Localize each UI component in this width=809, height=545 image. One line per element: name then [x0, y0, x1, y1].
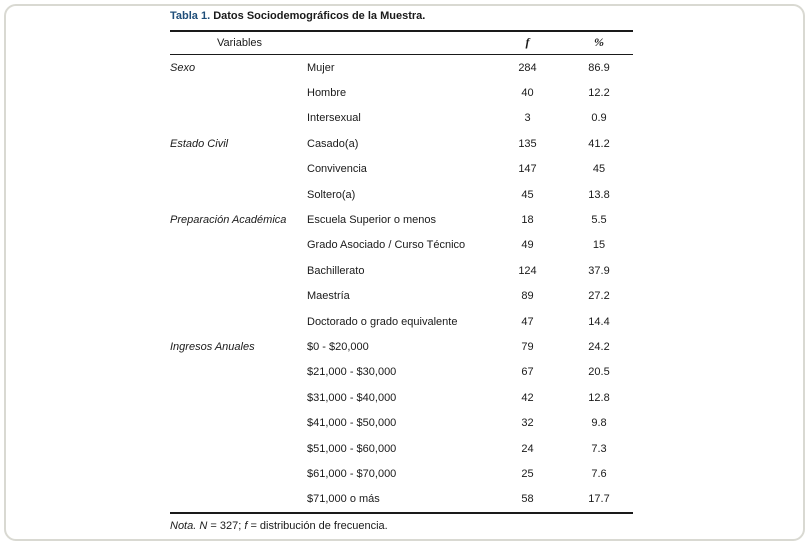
cell-percent: 12.8 [588, 391, 610, 404]
note-italic-segment: f [244, 519, 248, 532]
table-header-rule [170, 53, 633, 55]
note-text-segment: = 327; [207, 519, 245, 532]
note-italic-segment: N [199, 519, 208, 532]
table-container: Tabla 1. Datos Sociodemográficos de la M… [170, 8, 633, 534]
cell-frequency: 32 [521, 417, 534, 430]
cell-category-label: $71,000 o más [307, 493, 380, 506]
cell-category-label: Grado Asociado / Curso Técnico [307, 239, 466, 252]
table-row: Ingresos Anuales $0 - $20,000 79 24.2 [170, 334, 633, 359]
table-row: $61,000 - $70,000 25 7.6 [170, 461, 633, 486]
cell-percent: 14.4 [588, 315, 610, 328]
table-row: Doctorado o grado equivalente 47 14.4 [170, 309, 633, 334]
cell-percent: 13.8 [588, 188, 610, 201]
cell-frequency: 89 [521, 290, 534, 303]
table-title-text: Datos Sociodemográficos de la Muestra. [210, 10, 426, 22]
cell-category-label: $51,000 - $60,000 [307, 442, 397, 455]
column-header-variables: Variables [217, 36, 263, 49]
cell-percent: 12.2 [588, 87, 610, 100]
table-top-rule [170, 30, 633, 32]
cell-frequency: 40 [521, 87, 534, 100]
document-page-border [4, 4, 805, 541]
cell-category-label: Bachillerato [307, 264, 365, 277]
cell-category-label: Convivencia [307, 163, 367, 176]
cell-category-label: $21,000 - $30,000 [307, 366, 397, 379]
cell-category-label: Soltero(a) [307, 188, 356, 201]
cell-category-label: Doctorado o grado equivalente [307, 315, 458, 328]
cell-percent: 0.9 [591, 112, 607, 125]
table-row: Intersexual 3 0.9 [170, 106, 633, 131]
table-note: Nota. N = 327; f = distribución de frecu… [170, 518, 633, 534]
cell-category-label: $61,000 - $70,000 [307, 467, 397, 480]
cell-frequency: 25 [521, 467, 534, 480]
cell-variable-group: Ingresos Anuales [170, 340, 255, 353]
table-row: $71,000 o más 58 17.7 [170, 487, 633, 512]
cell-percent: 86.9 [588, 61, 610, 74]
cell-variable-group: Estado Civil [170, 137, 229, 150]
cell-frequency: 124 [518, 264, 537, 277]
cell-category-label: Mujer [307, 61, 335, 74]
cell-percent: 5.5 [591, 214, 607, 227]
cell-frequency: 67 [521, 366, 534, 379]
table-title: Tabla 1. Datos Sociodemográficos de la M… [170, 8, 633, 24]
cell-percent: 9.8 [591, 417, 607, 430]
table-row: Sexo Mujer 284 86.9 [170, 55, 633, 80]
table-row: Convivencia 147 45 [170, 157, 633, 182]
table-row: $41,000 - $50,000 32 9.8 [170, 410, 633, 435]
cell-frequency: 147 [518, 163, 537, 176]
cell-category-label: Intersexual [307, 112, 361, 125]
cell-variable-group: Preparación Académica [170, 214, 287, 227]
table-row: Estado Civil Casado(a) 135 41.2 [170, 131, 633, 156]
table-row: $21,000 - $30,000 67 20.5 [170, 360, 633, 385]
cell-frequency: 47 [521, 315, 534, 328]
table-row: Bachillerato 124 37.9 [170, 258, 633, 283]
table-row: Grado Asociado / Curso Técnico 49 15 [170, 233, 633, 258]
cell-percent: 37.9 [588, 264, 610, 277]
table-body: Sexo Mujer 284 86.9 Hombre 40 12.2 Intersexual 3… [170, 55, 633, 512]
cell-percent: 15 [592, 239, 606, 252]
cell-variable-group: Sexo [170, 61, 196, 74]
cell-percent: 27.2 [588, 290, 610, 303]
table-row: Hombre 40 12.2 [170, 80, 633, 105]
table-row: $51,000 - $60,000 24 7.3 [170, 436, 633, 461]
cell-category-label: Hombre [307, 87, 347, 100]
table-row: Preparación Académica Escuela Superior o … [170, 207, 633, 232]
cell-frequency: 3 [524, 112, 531, 125]
column-header-percent: % [594, 35, 604, 49]
cell-frequency: 284 [518, 61, 537, 74]
cell-category-label: Escuela Superior o menos [307, 214, 437, 227]
cell-frequency: 42 [521, 391, 534, 404]
cell-percent: 20.5 [588, 366, 610, 379]
cell-category-label: Maestría [307, 290, 350, 303]
note-text-segment: = distribución de frecuencia. [247, 519, 388, 532]
table-bottom-rule [170, 512, 633, 514]
cell-percent: 7.3 [591, 442, 607, 455]
cell-frequency: 79 [521, 340, 534, 353]
table-row: Soltero(a) 45 13.8 [170, 182, 633, 207]
note-italic-segment: Nota. [170, 519, 197, 532]
cell-frequency: 18 [521, 214, 534, 227]
cell-percent: 24.2 [588, 340, 610, 353]
column-header-f: f [525, 35, 530, 49]
cell-percent: 41.2 [588, 137, 610, 150]
cell-category-label: $0 - $20,000 [307, 340, 369, 353]
cell-frequency: 49 [521, 239, 534, 252]
cell-frequency: 135 [518, 137, 537, 150]
cell-percent: 45 [592, 163, 606, 176]
cell-percent: 7.6 [591, 467, 607, 480]
cell-frequency: 45 [521, 188, 534, 201]
table-header-row: Variables f % [170, 32, 633, 54]
cell-category-label: $41,000 - $50,000 [307, 417, 397, 430]
cell-frequency: 58 [521, 493, 534, 506]
cell-frequency: 24 [521, 442, 534, 455]
cell-category-label: Casado(a) [307, 137, 359, 150]
cell-percent: 17.7 [588, 493, 610, 506]
table-row: $31,000 - $40,000 42 12.8 [170, 385, 633, 410]
table-title-number: Tabla 1. [170, 10, 211, 22]
table-row: Maestría 89 27.2 [170, 284, 633, 309]
cell-category-label: $31,000 - $40,000 [307, 391, 397, 404]
